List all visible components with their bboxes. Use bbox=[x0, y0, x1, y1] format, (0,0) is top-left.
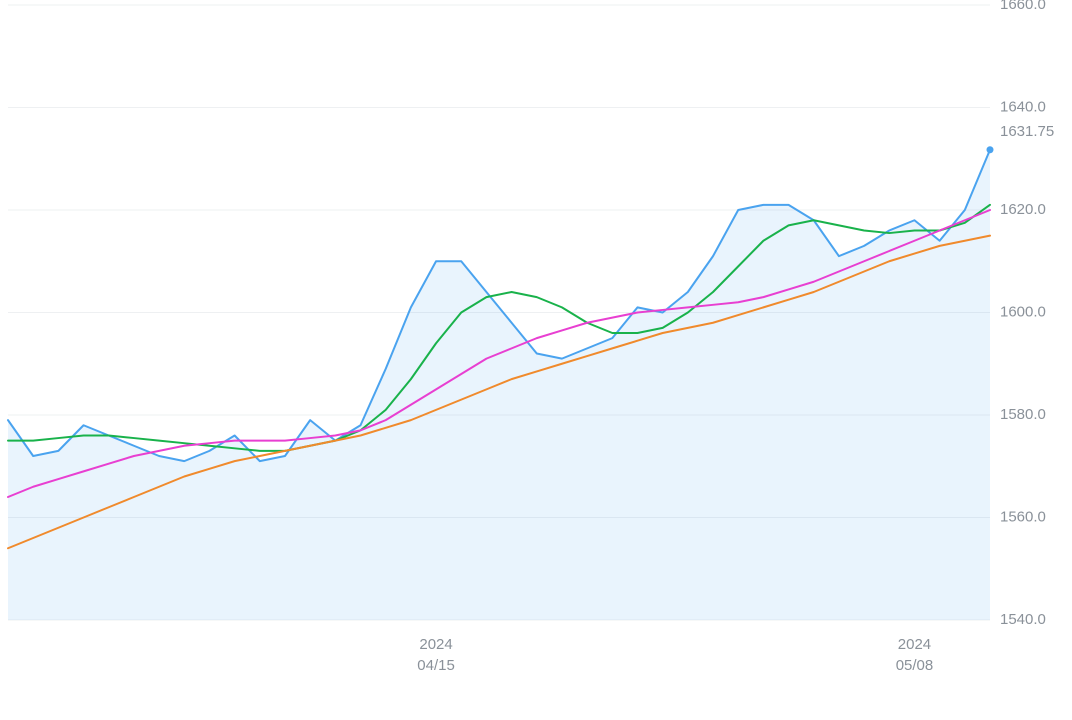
x-tick-date: 04/15 bbox=[417, 657, 455, 674]
price-chart: 1540.0 1560.0 1580.0 1600.0 1620.0 1640.0 1660… bbox=[0, 0, 1072, 720]
y-tick-label: 1660.0 bbox=[1000, 0, 1046, 13]
y-tick-label: 1540.0 bbox=[1000, 611, 1046, 628]
last-value-label: 1631.75 bbox=[1000, 123, 1054, 140]
y-tick-label: 1560.0 bbox=[1000, 508, 1046, 525]
y-tick-label: 1580.0 bbox=[1000, 406, 1046, 423]
y-tick-label: 1640.0 bbox=[1000, 98, 1046, 115]
last-value-marker bbox=[987, 146, 994, 153]
y-tick-label: 1620.0 bbox=[1000, 201, 1046, 218]
x-tick-year: 2024 bbox=[898, 636, 931, 653]
x-tick-year: 2024 bbox=[419, 636, 452, 653]
y-tick-label: 1600.0 bbox=[1000, 303, 1046, 320]
x-tick-date: 05/08 bbox=[896, 657, 934, 674]
